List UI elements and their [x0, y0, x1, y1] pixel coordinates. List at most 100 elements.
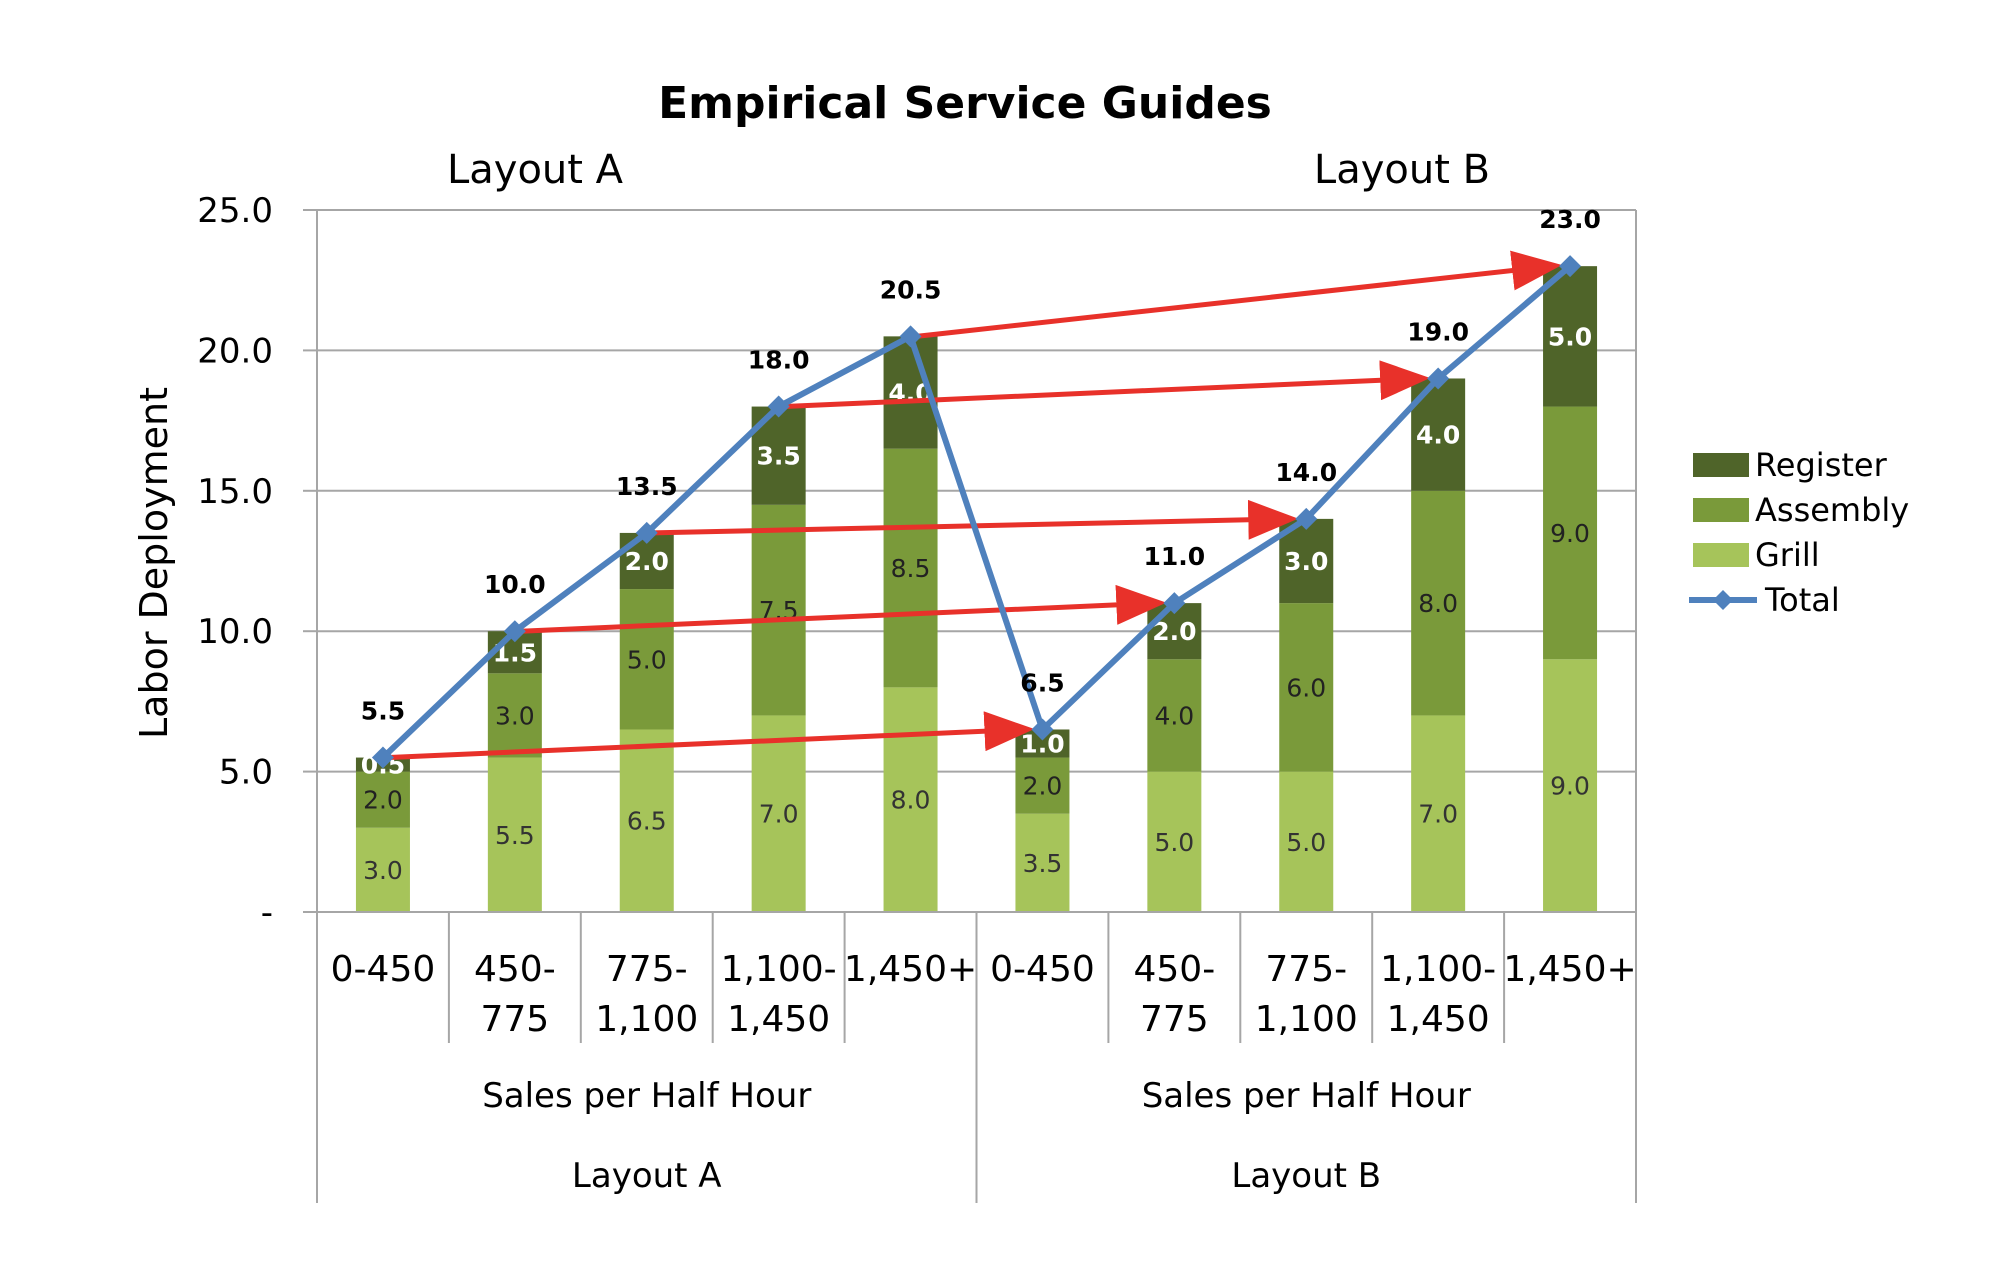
bar-assembly: [355, 771, 410, 828]
bars: [355, 266, 1598, 912]
bar-grill: [883, 687, 938, 912]
axis-frame: [316, 210, 1637, 1203]
category-label: 450-: [1133, 949, 1215, 990]
data-label-assembly: 2.0: [363, 786, 403, 815]
data-label-grill: 5.5: [495, 821, 535, 850]
data-label-assembly: 3.0: [495, 701, 535, 730]
total-marker: [1559, 255, 1582, 278]
legend-swatch-assembly: [1693, 498, 1749, 522]
category-label: 1,450: [727, 999, 830, 1040]
total-marker: [899, 325, 922, 348]
bar-assembly: [751, 504, 806, 716]
bar-grill: [751, 715, 806, 912]
data-label-register: 2.0: [625, 547, 669, 576]
data-label-grill: 7.0: [759, 800, 799, 829]
legend-label-total: Total: [1764, 581, 1840, 619]
category-label: 1,450: [1387, 999, 1490, 1040]
total-marker: [767, 395, 790, 418]
category-label: 0-450: [990, 949, 1095, 990]
category-label: 1,450+: [1503, 949, 1636, 990]
legend-marker-total: [1713, 590, 1733, 610]
layout-top-label: Layout B: [1314, 147, 1490, 193]
total-series: [371, 255, 1582, 769]
bar-assembly: [1411, 490, 1466, 716]
bar-grill: [355, 827, 410, 912]
data-label-register: 4.0: [1416, 421, 1460, 450]
data-label-assembly: 8.0: [1418, 589, 1458, 618]
category-label: 1,100: [595, 999, 698, 1040]
data-label-total: 14.0: [1275, 458, 1337, 487]
data-label-total: 23.0: [1539, 205, 1601, 234]
total-marker: [503, 620, 526, 643]
bar-grill: [1015, 813, 1070, 912]
bar-grill: [619, 729, 674, 912]
data-label-assembly: 2.0: [1023, 772, 1063, 801]
bar-assembly: [1279, 603, 1334, 772]
data-label-grill: 7.0: [1418, 800, 1458, 829]
legend-swatch-grill: [1693, 543, 1749, 567]
group-axis-label: Sales per Half Hour: [482, 1076, 811, 1116]
total-marker: [1031, 718, 1054, 741]
category-label: 1,100-: [1380, 949, 1496, 990]
legend-swatch-register: [1693, 453, 1749, 477]
y-tick-label: 10.0: [197, 612, 273, 652]
data-label-grill: 5.0: [1286, 828, 1326, 857]
y-axis-label: Labor Deployment: [132, 387, 176, 739]
category-label: 775-: [606, 949, 688, 990]
data-label-assembly: 6.0: [1286, 673, 1326, 702]
data-label-total: 5.5: [361, 697, 405, 726]
bar-assembly: [883, 448, 938, 688]
group-axis-label: Sales per Half Hour: [1142, 1076, 1471, 1116]
data-label-grill: 3.5: [1023, 849, 1063, 878]
total-marker: [635, 521, 658, 544]
layout-top-labels: Layout A Layout B: [447, 147, 1490, 193]
data-label-assembly: 5.0: [627, 645, 667, 674]
legend-label-assembly: Assembly: [1755, 491, 1909, 529]
category-label: 1,450+: [844, 949, 977, 990]
comparison-arrows: [388, 250, 1562, 761]
category-label: 1,100-: [721, 949, 837, 990]
data-label-total: 20.5: [880, 275, 942, 304]
bar-assembly: [1015, 757, 1070, 814]
bar-grill: [487, 757, 542, 912]
total-marker: [371, 746, 394, 769]
legend: Register Assembly Grill Total: [1689, 446, 1909, 619]
y-tick-label: -: [261, 893, 273, 933]
total-line: [380, 263, 1572, 760]
data-label-total: 11.0: [1144, 542, 1206, 571]
total-marker: [1427, 367, 1450, 390]
data-label-total: 13.5: [616, 472, 678, 501]
bar-grill: [1147, 771, 1202, 912]
category-label: 1,100: [1255, 999, 1358, 1040]
data-label-grill: 6.5: [627, 807, 667, 836]
data-label-register: 5.0: [1548, 322, 1592, 351]
chart-title: Empirical Service Guides: [658, 78, 1272, 129]
y-tick-label: 5.0: [219, 753, 273, 793]
bar-assembly: [1543, 406, 1598, 660]
data-label-total: 10.0: [484, 570, 546, 599]
data-label-assembly: 4.0: [1154, 701, 1194, 730]
comparison-arrow: [652, 499, 1299, 540]
data-label-total: 6.5: [1020, 668, 1064, 697]
data-label-assembly: 9.0: [1550, 519, 1590, 548]
legend-label-register: Register: [1755, 446, 1888, 484]
bar-assembly: [619, 589, 674, 730]
category-label: 775-: [1265, 949, 1347, 990]
comparison-arrow: [784, 360, 1431, 410]
group-name-label: Layout A: [572, 1156, 722, 1196]
data-label-assembly: 8.5: [891, 554, 931, 583]
data-label-register: 3.5: [757, 442, 801, 471]
bar-grill: [1411, 715, 1466, 912]
data-label-register: 3.0: [1284, 547, 1328, 576]
y-axis-ticks: - 5.0 10.0 15.0 20.0 25.0: [197, 191, 317, 933]
comparison-arrow: [916, 250, 1562, 339]
category-label: 450-: [474, 949, 556, 990]
bar-assembly: [1147, 659, 1202, 772]
data-label-total: 19.0: [1407, 317, 1469, 346]
y-tick-label: 25.0: [197, 191, 273, 231]
y-tick-label: 15.0: [197, 472, 273, 512]
bar-grill: [1543, 659, 1598, 912]
data-label-grill: 3.0: [363, 856, 403, 885]
total-labels: 5.5 10.0 13.5 18.0 20.5 6.5 11.0 14.0 19.0 23.0: [361, 205, 1601, 725]
data-label-total: 18.0: [748, 346, 810, 375]
